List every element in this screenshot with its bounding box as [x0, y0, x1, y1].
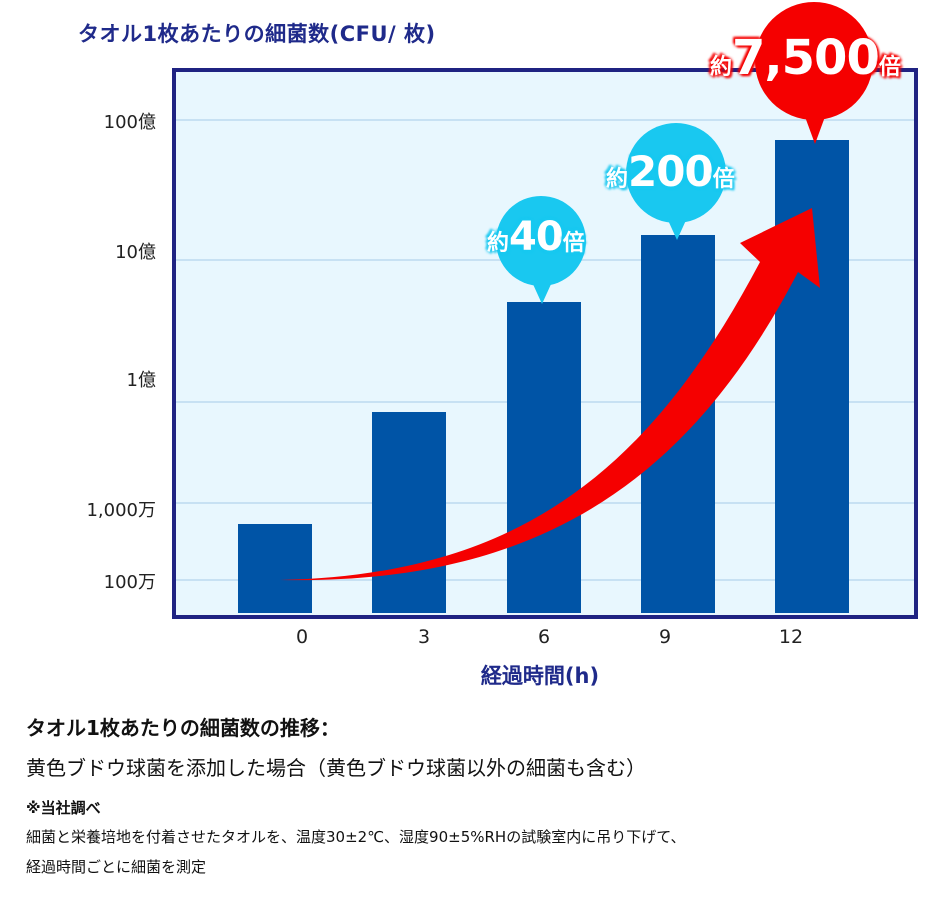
x-tick: 0 — [295, 626, 309, 648]
bubble-40x — [496, 196, 586, 286]
y-tick: 100億 — [103, 112, 156, 133]
note-title: ※当社調べ — [26, 799, 101, 817]
x-tick: 6 — [537, 626, 551, 648]
label-40x: 約40倍 — [487, 214, 585, 260]
bubble-7500x — [755, 2, 873, 120]
bubble-tail — [804, 114, 826, 144]
x-tick: 3 — [417, 626, 431, 648]
caption-heading: タオル1枚あたりの細菌数の推移： — [26, 716, 340, 740]
trend-arrow-icon — [280, 208, 820, 581]
caption-subheading: 黄色ブドウ球菌を添加した場合（黄色ブドウ球菌以外の細菌も含む） — [26, 756, 646, 780]
x-axis-label: 経過時間(h) — [480, 664, 600, 688]
bubble-200x — [626, 123, 726, 223]
x-tick: 12 — [778, 626, 804, 648]
bubble-tail — [667, 218, 687, 240]
note-line-1: 細菌と栄養培地を付着させたタオルを、温度30±2℃、湿度90±5%RHの試験室内… — [26, 828, 686, 846]
label-7500x: 約7,500倍 — [710, 30, 901, 86]
bar-6h — [507, 302, 581, 613]
y-tick: 100万 — [103, 572, 156, 593]
bar-3h — [372, 412, 446, 613]
note-line-2: 経過時間ごとに細菌を測定 — [26, 858, 207, 876]
bar-0h — [238, 524, 312, 613]
gridline — [176, 119, 914, 121]
y-tick: 1億 — [126, 370, 156, 391]
y-tick: 10億 — [115, 242, 156, 263]
bubble-tail — [532, 282, 552, 304]
label-200x: 約200倍 — [606, 147, 735, 196]
x-tick: 9 — [658, 626, 672, 648]
chart-title: タオル1枚あたりの細菌数(CFU/ 枚) — [78, 22, 436, 46]
y-tick: 1,000万 — [86, 500, 156, 521]
